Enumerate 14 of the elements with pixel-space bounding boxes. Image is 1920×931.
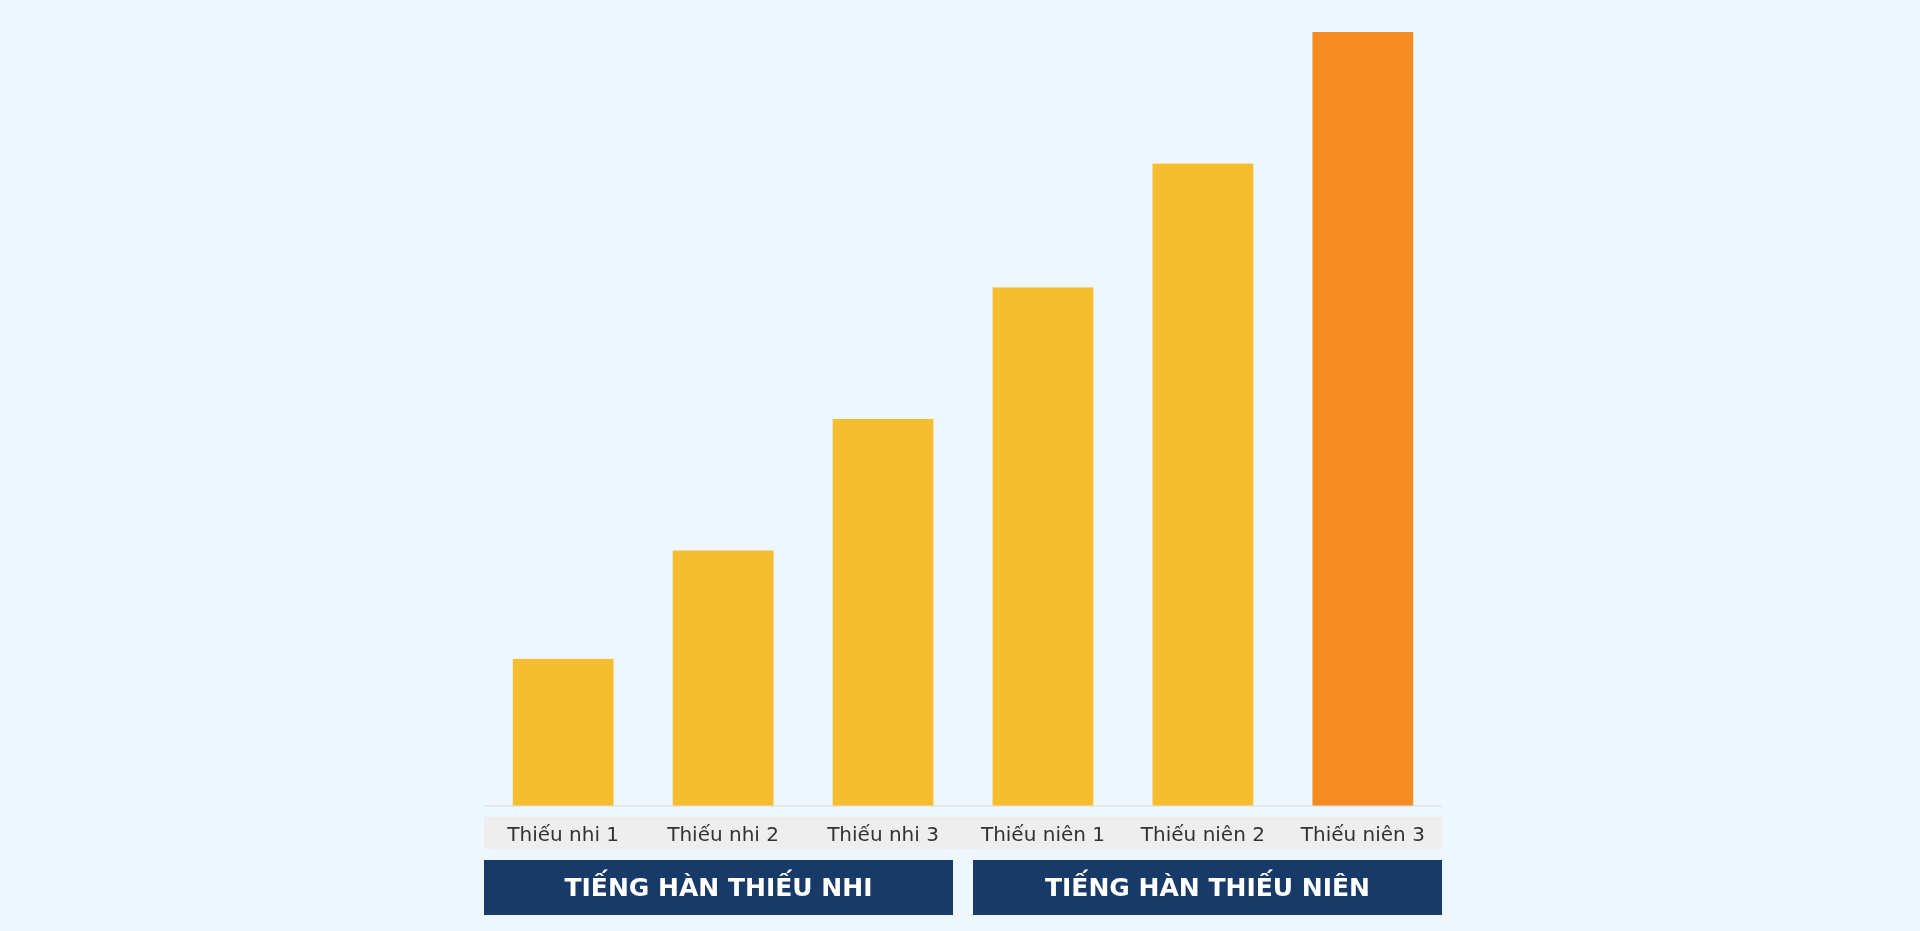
- x-tick-label: Thiếu nhi 1: [506, 822, 620, 846]
- bar: [832, 419, 934, 806]
- text: TIẾNG HÀN THIẾU NHI: [564, 869, 873, 902]
- x-tick-label: Thiếu nhi 3: [826, 822, 939, 846]
- bar: [992, 287, 1094, 806]
- bar: [672, 550, 774, 806]
- bar: [1312, 32, 1414, 806]
- text: TIẾNG HÀN THIẾU NIÊN: [1044, 869, 1371, 902]
- x-tick-label: Thiếu niên 2: [1139, 822, 1265, 846]
- x-tick-label: Thiếu nhi 2: [666, 822, 779, 846]
- bar: [1152, 163, 1254, 806]
- x-tick-label: Thiếu niên 1: [979, 822, 1106, 846]
- x-tick-label: Thiếu niên 3: [1299, 822, 1425, 846]
- bar: [512, 658, 614, 806]
